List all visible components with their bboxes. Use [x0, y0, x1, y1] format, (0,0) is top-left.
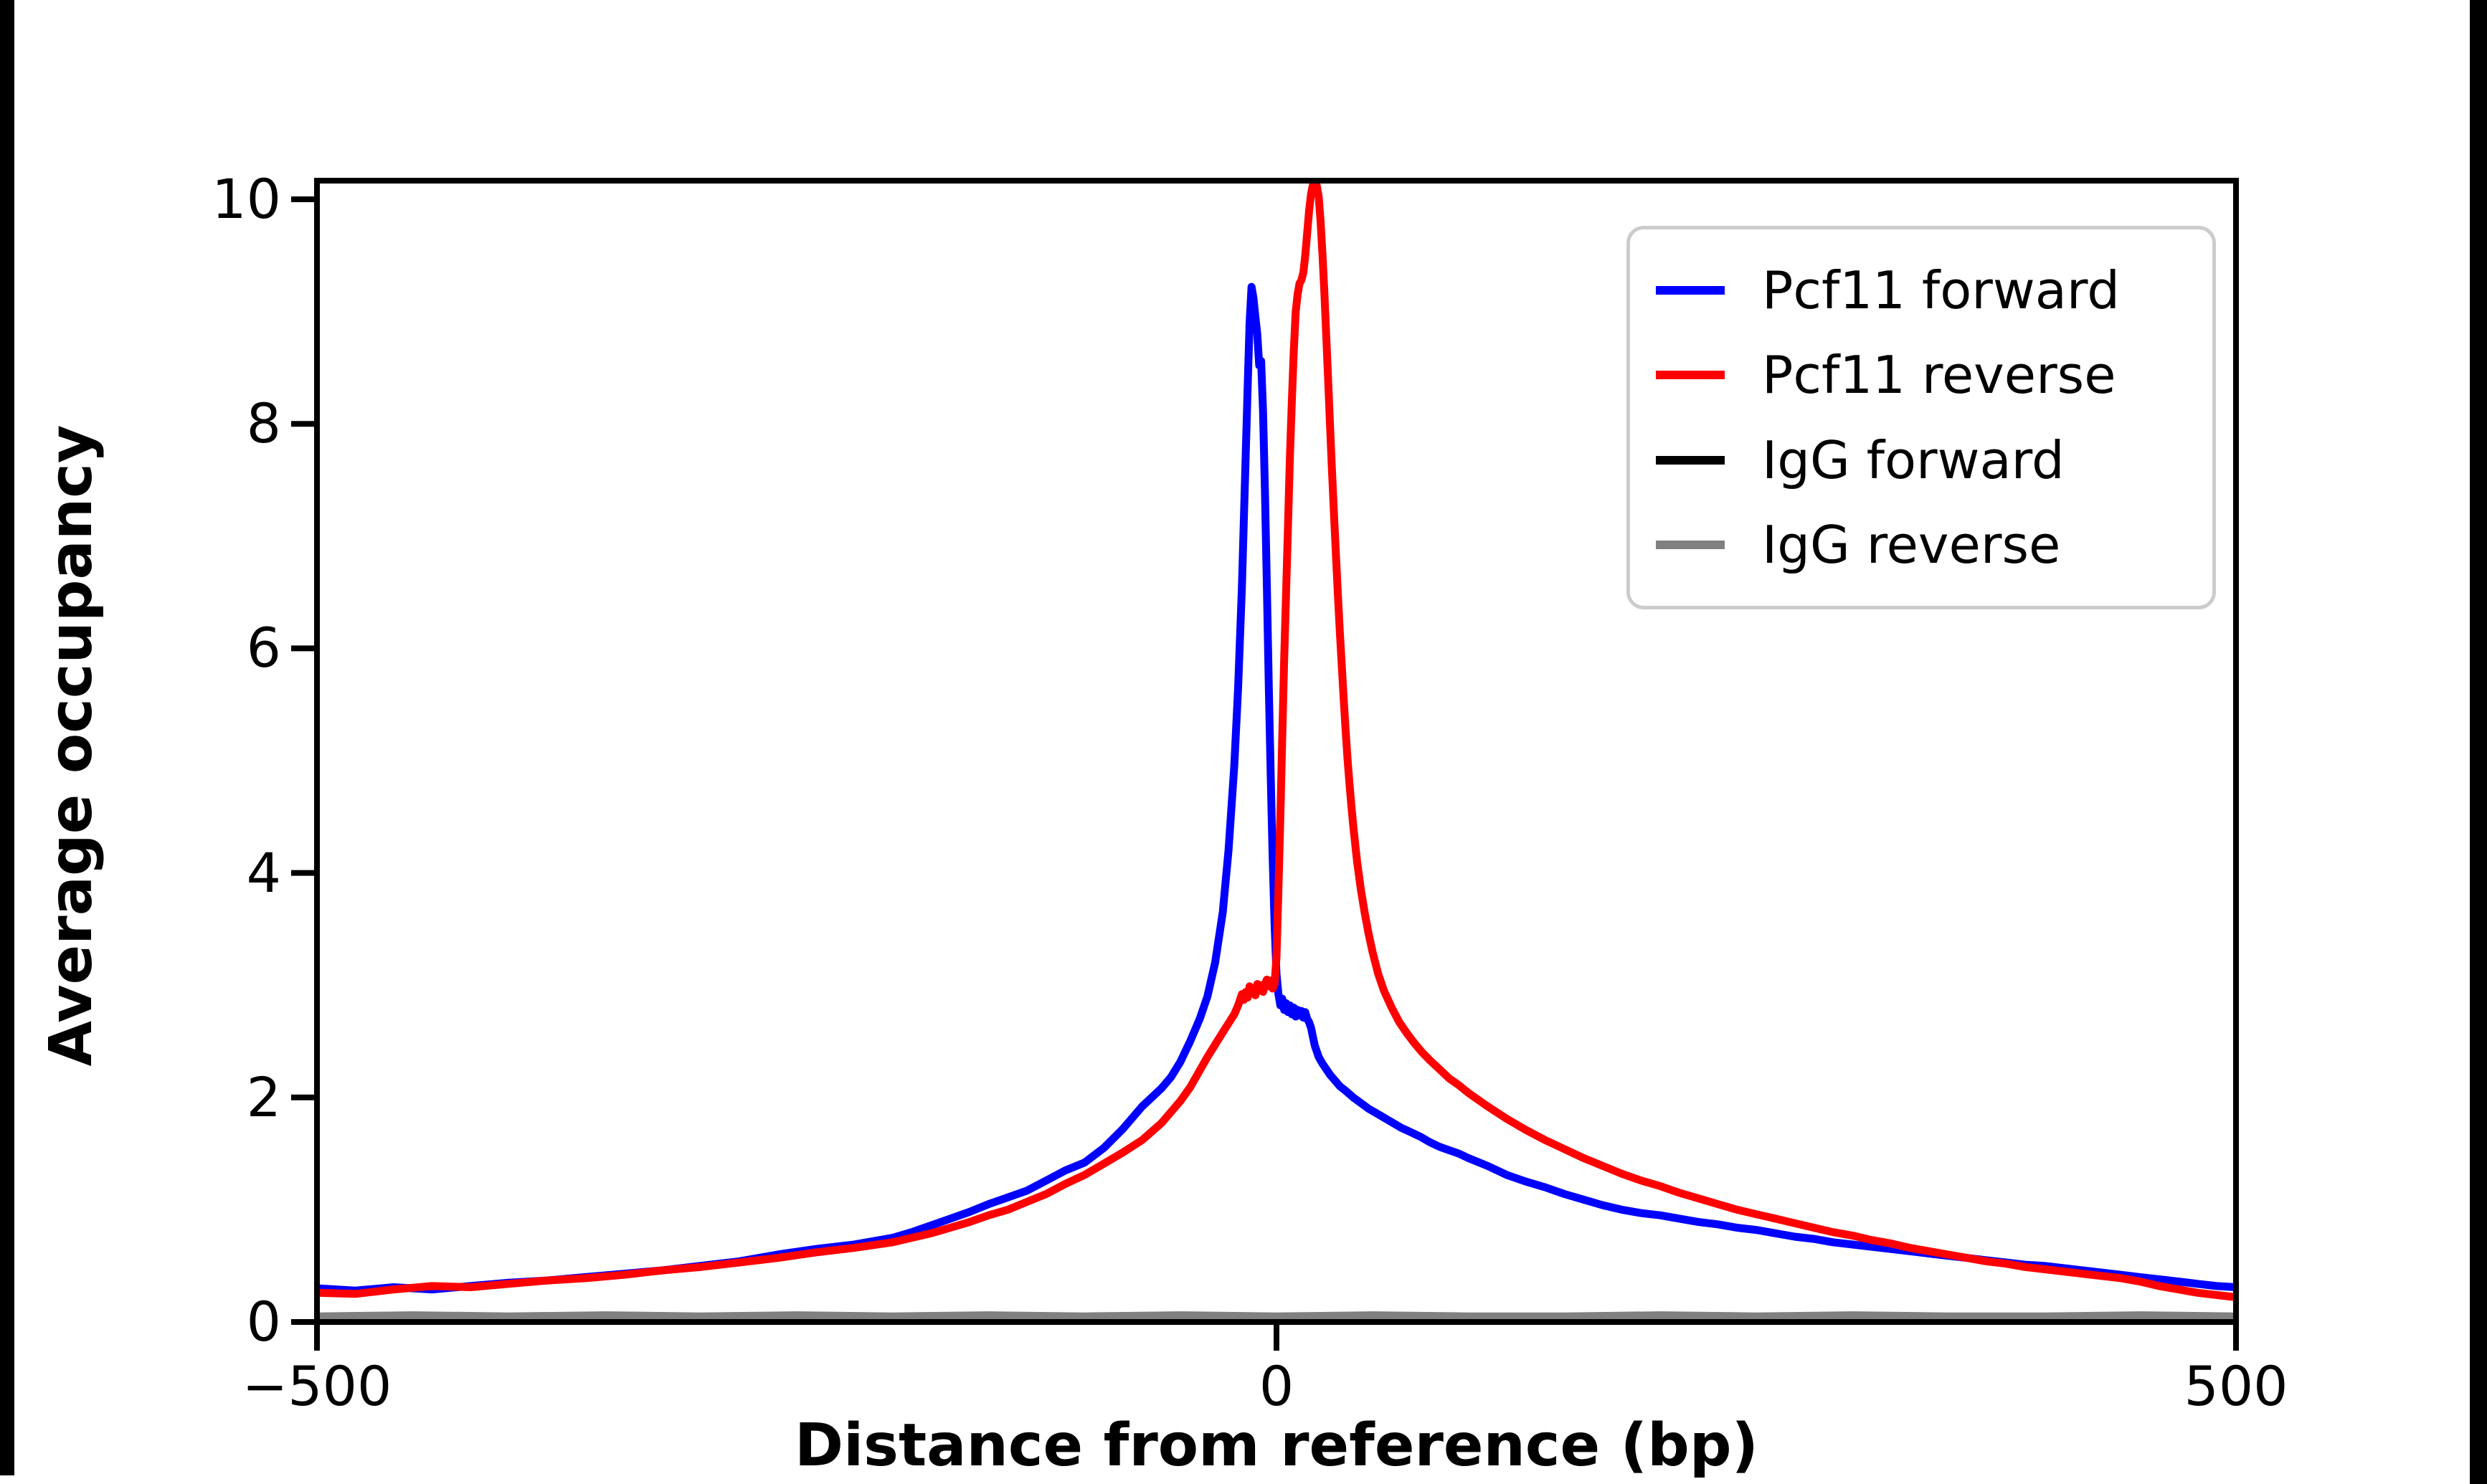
x-tick-label--500: −500	[242, 1354, 392, 1418]
legend-item-label: Pcf11 reverse	[1762, 345, 2116, 406]
legend-item-label: IgG reverse	[1762, 514, 2061, 575]
legend-item-label: Pcf11 forward	[1762, 260, 2120, 321]
legend-line-swatch	[1656, 540, 1725, 549]
series-lines	[314, 178, 2239, 1323]
legend-item-igg-forward: IgG forward	[1656, 434, 2187, 486]
legend-line-swatch	[1656, 371, 1725, 380]
legend-line-swatch	[1656, 286, 1725, 295]
y-tick-label-10: 10	[212, 167, 281, 231]
y-tick-label-2: 2	[246, 1065, 281, 1129]
x-tick-label-0: 0	[1259, 1354, 1294, 1418]
y-axis-label: Average occupancy	[37, 424, 105, 1067]
x-axis-label: Distance from reference (bp)	[795, 1412, 1758, 1480]
x-tick-label-500: 500	[2184, 1354, 2288, 1418]
legend-item-label: IgG forward	[1762, 429, 2065, 490]
series-line-pcf11-forward	[314, 282, 2239, 1295]
legend-item-pcf11-reverse: Pcf11 reverse	[1656, 349, 2187, 401]
series-line-igg-reverse	[314, 1311, 2239, 1321]
y-tick-label-6: 6	[246, 616, 281, 680]
y-tick-label-8: 8	[246, 391, 281, 455]
y-tick-label-0: 0	[246, 1290, 281, 1354]
legend: Pcf11 forward Pcf11 reverse IgG forward IgG…	[1626, 226, 2216, 609]
screenshot-border-left-strip	[0, 0, 14, 1475]
axis-tick-marks	[291, 196, 2239, 1351]
screenshot-border-right-strip	[2470, 0, 2487, 1484]
legend-line-swatch	[1656, 455, 1725, 465]
y-tick-label-4: 4	[246, 841, 281, 905]
legend-item-pcf11-forward: Pcf11 forward	[1656, 265, 2187, 316]
legend-item-igg-reverse: IgG reverse	[1656, 519, 2187, 571]
plot-frame	[314, 178, 2239, 1325]
